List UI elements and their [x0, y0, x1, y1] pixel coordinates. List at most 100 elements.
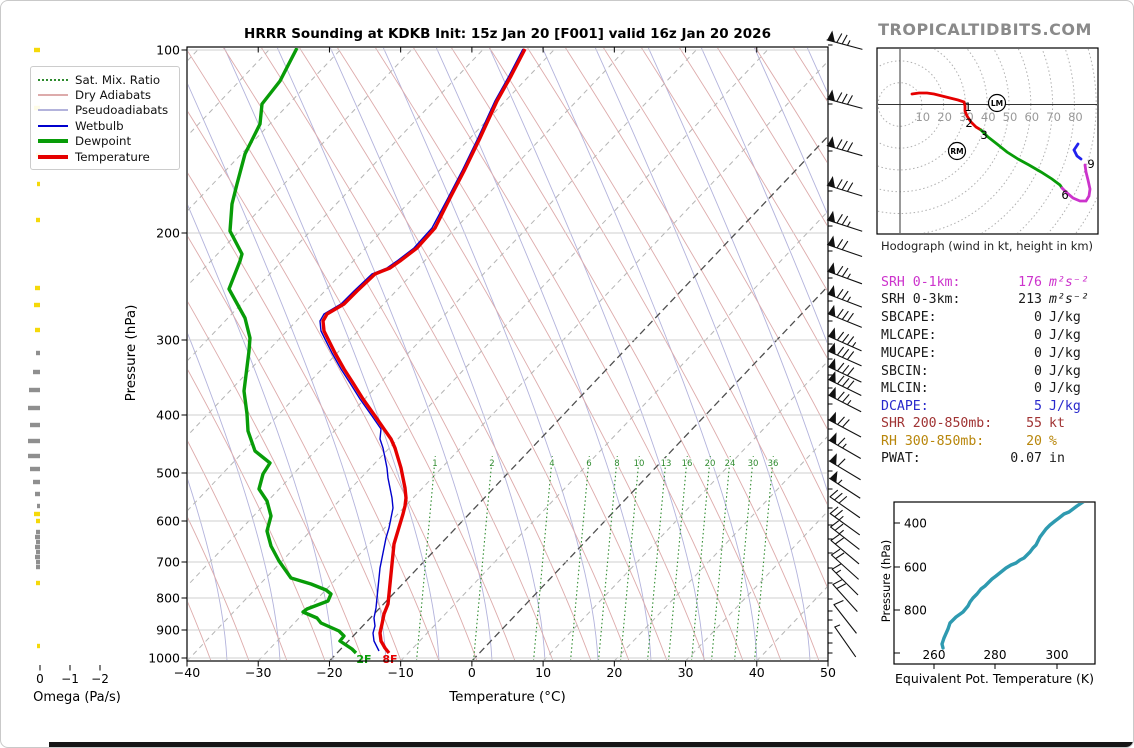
- svg-text:500: 500: [156, 466, 180, 481]
- svg-text:400: 400: [904, 517, 927, 531]
- chart-title: HRRR Sounding at KDKB Init: 15z Jan 20 […: [244, 26, 771, 42]
- svg-text:8: 8: [614, 459, 619, 469]
- thetae-curve: [940, 503, 1085, 650]
- svg-text:700: 700: [156, 555, 180, 570]
- stat-value: 213: [1018, 292, 1042, 307]
- svg-text:13: 13: [661, 459, 672, 469]
- svg-text:30: 30: [678, 665, 694, 680]
- legend: Sat. Mix. Ratio Dry Adiabats Pseudoadiabat…: [30, 66, 180, 171]
- svg-text:300: 300: [156, 333, 180, 348]
- stat-value: 20: [1026, 434, 1042, 449]
- stat-row: MLCIN: 0 J/kg: [881, 381, 1113, 396]
- stat-label: PWAT:: [881, 451, 921, 466]
- svg-text:10: 10: [634, 459, 645, 469]
- svg-text:50: 50: [1003, 110, 1018, 124]
- legend-item: Pseudoadiabats: [38, 103, 172, 118]
- stat-unit: J/kg: [1049, 310, 1081, 325]
- stat-label: DCAPE:: [881, 399, 929, 414]
- svg-text:50: 50: [820, 665, 836, 680]
- legend-item-label: Sat. Mix. Ratio: [75, 72, 161, 87]
- stat-label: MLCAPE:: [881, 328, 937, 343]
- svg-text:280: 280: [984, 648, 1007, 662]
- svg-text:9: 9: [1087, 157, 1094, 171]
- omega-axis-label: Omega (Pa/s): [33, 690, 121, 705]
- svg-text:−10: −10: [387, 665, 413, 680]
- legend-item-label: Dry Adiabats: [75, 88, 152, 103]
- svg-text:60: 60: [1024, 110, 1039, 124]
- legend-line-sample: [38, 154, 68, 159]
- hodo-marker-lm: [987, 93, 1007, 113]
- temperature-trace: [321, 48, 527, 655]
- legend-item: Sat. Mix. Ratio: [38, 72, 172, 87]
- stat-value: 0: [1034, 328, 1042, 343]
- stat-label: SHR 200-850mb:: [881, 416, 993, 431]
- stat-unit: in: [1049, 451, 1065, 466]
- thetae-panel: 260 280 300 400 600 800: [893, 501, 1096, 669]
- stat-value: 0: [1034, 310, 1042, 325]
- stat-label: SBCAPE:: [881, 310, 937, 325]
- skewt-x-axis-label: Temperature (°C): [449, 689, 566, 705]
- stat-unit: m²s⁻²: [1049, 275, 1089, 290]
- stat-row: SRH 0-1km: 176 m²s⁻²: [881, 275, 1113, 290]
- svg-text:70: 70: [1046, 110, 1061, 124]
- hodograph-trace: [910, 91, 1092, 203]
- svg-text:20: 20: [937, 110, 952, 124]
- svg-text:−40: −40: [174, 665, 200, 680]
- sounding-traces: [227, 48, 527, 655]
- legend-item-label: Temperature: [75, 149, 150, 164]
- svg-text:80: 80: [1068, 110, 1083, 124]
- legend-item: Dry Adiabats: [38, 87, 172, 102]
- stat-row: RH 300-850mb: 20%: [881, 434, 1113, 449]
- svg-text:3: 3: [980, 128, 987, 142]
- svg-text:20: 20: [606, 665, 622, 680]
- stat-unit: J/kg: [1049, 328, 1081, 343]
- svg-text:100: 100: [156, 43, 180, 58]
- stat-row: MUCAPE: 0 J/kg: [881, 346, 1113, 361]
- svg-text:−30: −30: [245, 665, 271, 680]
- hodograph-frame: [876, 47, 1099, 235]
- stat-row: SBCAPE: 0 J/kg: [881, 310, 1113, 325]
- stat-row: MLCAPE: 0 J/kg: [881, 328, 1113, 343]
- dewpoint-trace: [227, 48, 358, 655]
- svg-text:0: 0: [468, 665, 476, 680]
- bottom-strip: [49, 742, 1133, 747]
- watermark: TROPICALTIDBITS.COM: [878, 20, 1092, 39]
- svg-text:600: 600: [904, 561, 927, 575]
- legend-item-label: Dewpoint: [75, 134, 132, 149]
- surface-temp-label: 2F: [356, 653, 371, 666]
- stat-unit: J/kg: [1049, 364, 1081, 379]
- svg-text:4: 4: [549, 459, 554, 469]
- svg-text:40: 40: [749, 665, 765, 680]
- svg-text:−1: −1: [61, 672, 79, 686]
- legend-item: Wetbulb: [38, 118, 172, 133]
- svg-text:RM: RM: [950, 147, 963, 156]
- stat-label: SRH 0-1km:: [881, 275, 961, 290]
- skewt-axes: −40 −30 −20 −10 0 10 20 30 40 50 100 200 300 400 500 60…: [148, 43, 836, 681]
- stat-value: 0: [1034, 381, 1042, 396]
- svg-text:6: 6: [1061, 188, 1068, 202]
- svg-text:260: 260: [923, 648, 946, 662]
- svg-text:1: 1: [964, 100, 971, 114]
- omega-profile: 0 −1 −2: [28, 47, 109, 686]
- svg-text:0: 0: [36, 672, 44, 686]
- svg-text:6: 6: [586, 459, 591, 469]
- legend-item: Temperature: [38, 149, 172, 164]
- stat-value: 5: [1034, 399, 1042, 414]
- stat-label: MUCAPE:: [881, 346, 937, 361]
- stat-unit: %: [1049, 434, 1057, 449]
- svg-text:−20: −20: [316, 665, 342, 680]
- svg-text:2: 2: [489, 459, 494, 469]
- svg-text:900: 900: [156, 623, 180, 638]
- stat-label: MLCIN:: [881, 381, 929, 396]
- svg-text:40: 40: [981, 110, 996, 124]
- stat-value: 0: [1034, 364, 1042, 379]
- mixing-ratio-labels: 1 2 4 6 8 10 13 16 20 24 30 36: [431, 458, 780, 471]
- svg-text:1000: 1000: [148, 651, 180, 666]
- svg-text:1: 1: [432, 459, 437, 469]
- legend-line-sample: [38, 124, 68, 127]
- legend-line-sample: [38, 139, 68, 144]
- svg-text:−2: −2: [91, 672, 109, 686]
- svg-text:400: 400: [156, 408, 180, 423]
